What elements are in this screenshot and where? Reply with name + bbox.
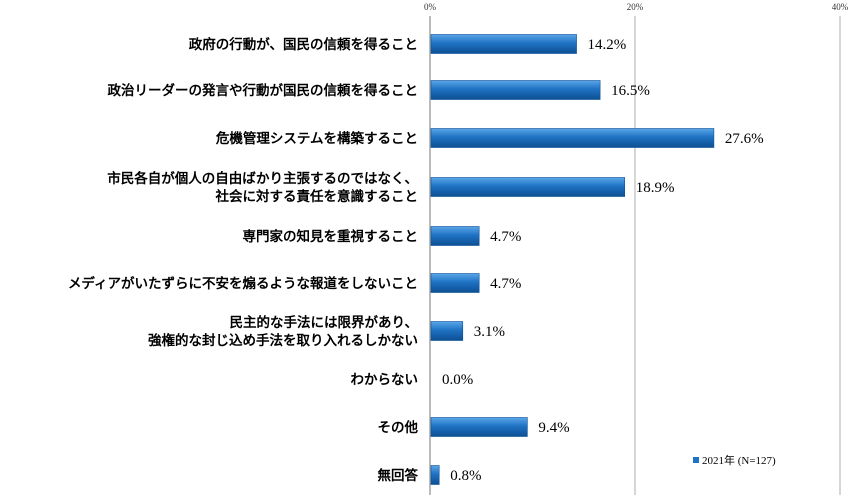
bars	[430, 34, 715, 485]
legend-label: 2021年 (N=127)	[702, 453, 776, 467]
data-label: 4.7%	[490, 229, 521, 245]
category-label: 政治リーダーの発言や行動が国民の信頼を得ること	[108, 82, 419, 99]
bar	[430, 417, 528, 437]
category-label: 専門家の知見を重視すること	[243, 228, 419, 245]
bar	[430, 34, 577, 54]
gridlines	[429, 16, 841, 495]
legend: 2021年 (N=127)	[693, 453, 776, 467]
data-label: 27.6%	[725, 131, 764, 147]
data-label: 0.0%	[442, 372, 473, 388]
category-label: メディアがいたずらに不安を煽るような報道をしないこと	[68, 275, 418, 292]
data-label: 4.7%	[490, 276, 521, 292]
data-label: 9.4%	[538, 420, 569, 436]
bar	[430, 80, 601, 100]
legend-swatch	[693, 457, 699, 463]
category-labels: 政府の行動が、国民の信頼を得ること政治リーダーの発言や行動が国民の信頼を得ること…	[68, 36, 419, 484]
category-label: わからない	[351, 372, 419, 388]
data-label: 16.5%	[611, 83, 650, 99]
bar	[430, 321, 464, 341]
value-labels: 14.2% 16.5% 27.6% 18.9% 4.7% 4.7% 3.1% 0.0% 9.4%…	[442, 37, 764, 484]
category-label: 無回答	[378, 467, 419, 484]
bar	[430, 273, 480, 293]
bar	[430, 128, 715, 148]
data-label: 14.2%	[588, 37, 627, 53]
category-label: 市民各自が個人の自由ばかり主張するのではなく、社会に対する責任を意識すること	[107, 170, 418, 205]
data-label: 18.9%	[636, 180, 675, 196]
x-tick-label: 20%	[627, 2, 644, 12]
x-tick-label: 40%	[832, 2, 849, 12]
category-label: 危機管理システムを構築すること	[215, 130, 418, 147]
bar	[430, 177, 626, 197]
data-label: 0.8%	[450, 468, 481, 484]
bar	[430, 226, 480, 246]
data-label: 3.1%	[474, 324, 505, 340]
x-tick-label: 0%	[424, 2, 437, 12]
bar	[430, 465, 440, 485]
category-label: 民主的な手法には限界があり、強権的な封じ込め手法を取り入れるしかない	[148, 314, 418, 349]
x-axis-ticks: 0% 20% 40%	[424, 2, 849, 12]
category-label: 政府の行動が、国民の信頼を得ること	[189, 36, 418, 53]
category-label: その他	[378, 419, 419, 436]
